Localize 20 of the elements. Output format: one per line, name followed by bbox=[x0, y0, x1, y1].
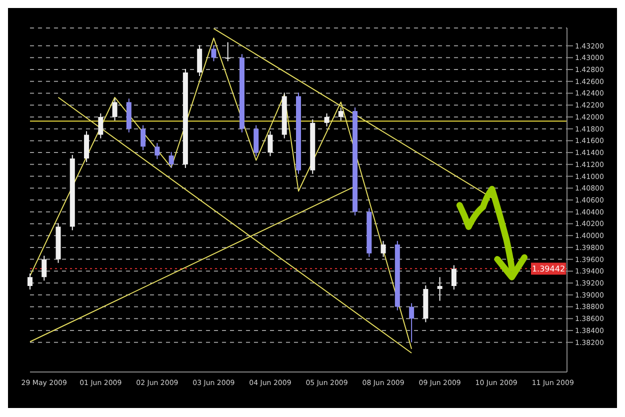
candlestick bbox=[98, 112, 104, 139]
candlestick bbox=[42, 255, 47, 282]
candlestick bbox=[211, 44, 216, 62]
candlestick bbox=[451, 264, 456, 290]
candlestick bbox=[140, 124, 146, 151]
candlestick bbox=[338, 106, 344, 122]
candlestick bbox=[28, 273, 32, 290]
candlestick bbox=[437, 276, 442, 302]
candlestick bbox=[409, 302, 414, 343]
candlestick bbox=[168, 151, 174, 168]
candlestick bbox=[380, 240, 386, 258]
candlestick bbox=[112, 98, 118, 122]
candlestick bbox=[268, 130, 273, 157]
candlestick bbox=[84, 130, 90, 163]
candlestick bbox=[197, 44, 202, 77]
candlestick bbox=[154, 142, 160, 160]
ref-line-label: 1.39442 bbox=[532, 264, 566, 274]
candlestick bbox=[225, 42, 230, 62]
candlestick bbox=[324, 112, 330, 127]
candlestick bbox=[254, 124, 259, 157]
